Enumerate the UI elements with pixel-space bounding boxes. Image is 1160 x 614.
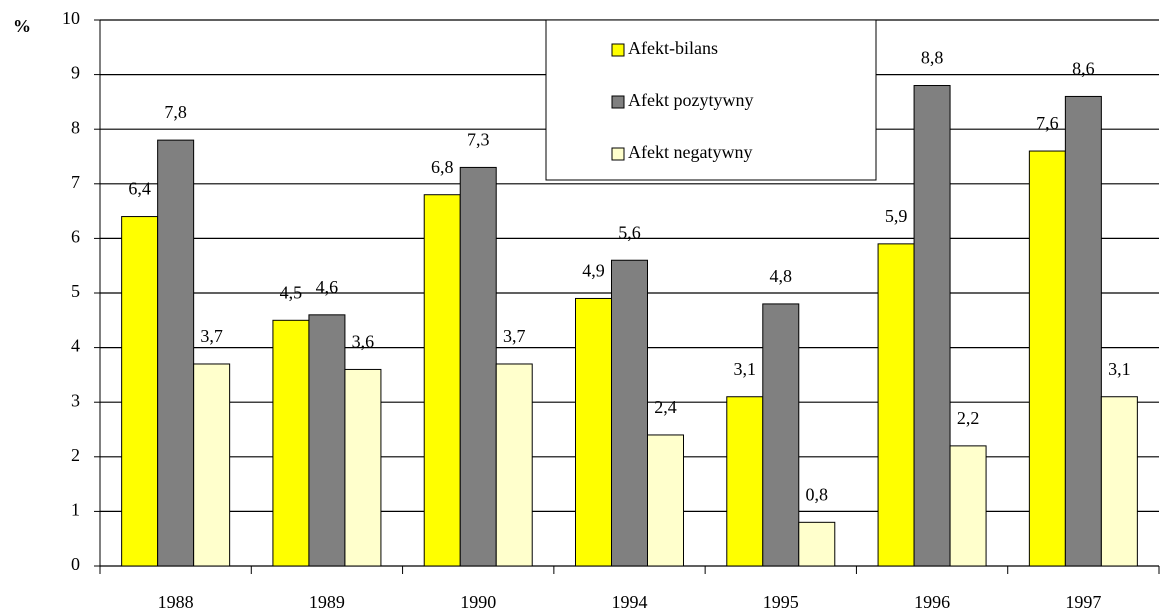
legend-swatch bbox=[611, 43, 625, 57]
value-label: 4,6 bbox=[316, 277, 339, 297]
bar bbox=[913, 85, 951, 567]
x-tick-label: 1995 bbox=[763, 592, 799, 612]
value-label: 8,8 bbox=[921, 48, 944, 68]
bar bbox=[949, 445, 987, 567]
bar bbox=[272, 319, 310, 567]
y-tick-label: 3 bbox=[71, 390, 80, 410]
bar bbox=[647, 434, 684, 567]
legend-label: Afekt negatywny bbox=[628, 142, 752, 162]
x-tick-label: 1988 bbox=[158, 592, 194, 612]
bar bbox=[575, 297, 612, 567]
x-tick-label: 1990 bbox=[460, 592, 496, 612]
y-tick-label: 1 bbox=[71, 500, 80, 520]
bar bbox=[121, 216, 159, 567]
legend-box bbox=[545, 19, 877, 181]
legend-swatch bbox=[611, 95, 625, 109]
bar bbox=[798, 521, 836, 567]
y-tick-label: 0 bbox=[71, 554, 80, 574]
bar bbox=[308, 314, 346, 567]
bar bbox=[1064, 95, 1102, 567]
y-tick-label: 7 bbox=[71, 172, 80, 192]
bar bbox=[157, 139, 195, 567]
value-label: 5,9 bbox=[885, 206, 908, 226]
value-label: 3,1 bbox=[1108, 359, 1131, 379]
legend-label: Afekt-bilans bbox=[628, 38, 718, 58]
bar bbox=[726, 396, 764, 567]
y-tick-label: 6 bbox=[71, 227, 80, 247]
bar bbox=[423, 194, 461, 567]
y-axis-label: % bbox=[13, 16, 31, 36]
bar bbox=[1028, 150, 1066, 567]
bar bbox=[762, 303, 800, 567]
bar bbox=[459, 166, 497, 567]
x-tick-label: 1996 bbox=[914, 592, 950, 612]
value-label: 4,8 bbox=[770, 266, 793, 286]
value-label: 3,1 bbox=[734, 359, 757, 379]
y-tick-label: 2 bbox=[71, 445, 80, 465]
value-label: 6,4 bbox=[128, 179, 151, 199]
legend-label: Afekt pozytywny bbox=[628, 90, 753, 110]
value-label: 7,6 bbox=[1036, 113, 1059, 133]
y-tick-label: 10 bbox=[62, 8, 80, 28]
value-label: 6,8 bbox=[431, 157, 454, 177]
value-label: 3,7 bbox=[503, 326, 526, 346]
x-tick-label: 1997 bbox=[1065, 592, 1101, 612]
bar bbox=[611, 259, 648, 567]
x-tick-label: 1989 bbox=[309, 592, 345, 612]
x-tick-label: 1994 bbox=[612, 592, 648, 612]
y-tick-label: 4 bbox=[71, 336, 80, 356]
value-label: 5,6 bbox=[618, 222, 641, 242]
value-label: 0,8 bbox=[806, 484, 829, 504]
value-label: 7,3 bbox=[467, 130, 490, 150]
legend: Afekt-bilans Afekt pozytywny Afekt negatyw… bbox=[545, 19, 877, 181]
value-label: 4,9 bbox=[582, 261, 605, 281]
value-label: 4,5 bbox=[280, 282, 303, 302]
value-label: 2,4 bbox=[654, 397, 677, 417]
value-label: 8,6 bbox=[1072, 59, 1095, 79]
bar bbox=[1100, 396, 1138, 567]
value-label: 3,6 bbox=[352, 332, 375, 352]
value-label: 3,7 bbox=[200, 326, 223, 346]
bar bbox=[877, 243, 915, 567]
value-label: 2,2 bbox=[957, 408, 980, 428]
y-tick-label: 8 bbox=[71, 117, 80, 137]
y-tick-label: 9 bbox=[71, 63, 80, 83]
bar bbox=[344, 368, 382, 567]
y-tick-label: 5 bbox=[71, 281, 80, 301]
bar bbox=[193, 363, 231, 567]
legend-swatch bbox=[611, 147, 625, 161]
value-label: 7,8 bbox=[164, 102, 187, 122]
bar bbox=[495, 363, 533, 567]
